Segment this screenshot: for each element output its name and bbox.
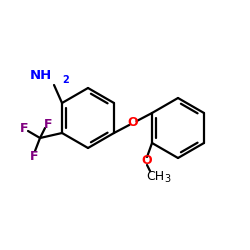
Text: F: F — [44, 118, 52, 130]
Text: F: F — [20, 122, 28, 134]
Text: 3: 3 — [164, 174, 170, 184]
Text: CH: CH — [146, 170, 164, 183]
Text: O: O — [142, 154, 152, 168]
Text: NH: NH — [30, 69, 52, 82]
Text: O: O — [128, 116, 138, 130]
Text: F: F — [30, 150, 38, 162]
Text: 2: 2 — [62, 75, 69, 85]
